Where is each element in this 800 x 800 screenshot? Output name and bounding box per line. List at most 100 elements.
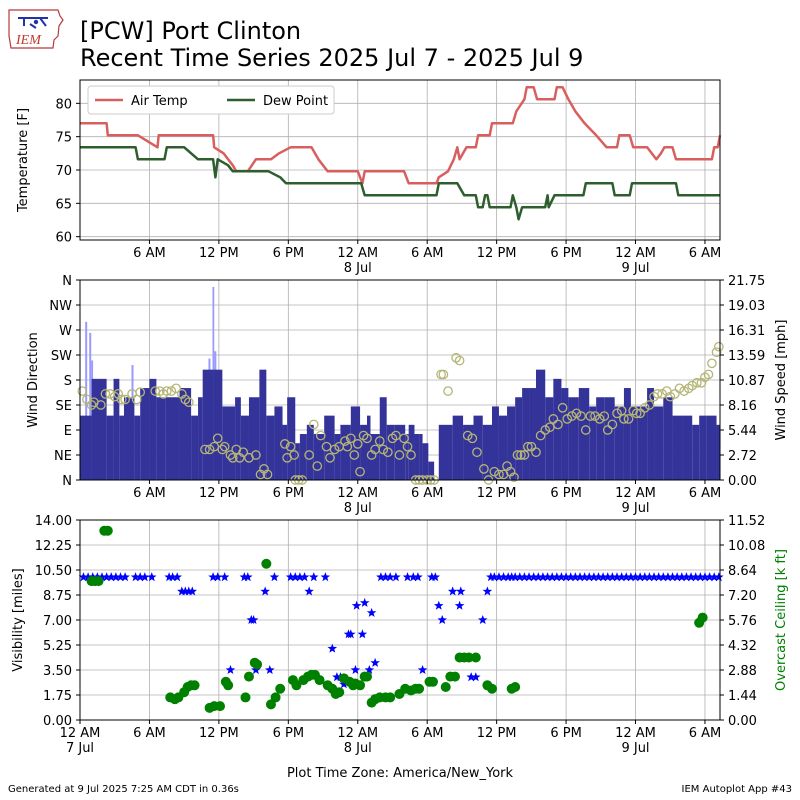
- temp-plot-frame: [79, 79, 721, 241]
- wind-speed-bar: [482, 424, 493, 480]
- ceiling-point: [463, 652, 474, 663]
- ceiling-tick-label: 8.64: [728, 564, 757, 579]
- ceiling-point: [240, 692, 251, 703]
- temp-xtick-label: 6 PM: [550, 246, 581, 261]
- wind-direction-point: [100, 389, 111, 399]
- visibility-point: [172, 572, 182, 582]
- legend-label: Air Temp: [131, 94, 188, 109]
- wind-direction-point: [523, 441, 533, 452]
- wind-speed-bar: [360, 424, 368, 480]
- visibility-point: [695, 572, 706, 582]
- ceiling-point: [427, 676, 438, 687]
- visibility-point: [413, 572, 423, 582]
- wind-direction-point: [116, 394, 127, 405]
- wind-speed-bar: [522, 388, 530, 480]
- series-line-dew-point: [80, 146, 720, 221]
- ceiling-point: [487, 683, 498, 694]
- wind-direction-point: [352, 439, 363, 449]
- wind-direction-tick-label: N: [62, 274, 72, 289]
- wind-direction-point: [394, 450, 405, 460]
- visibility-point: [663, 572, 673, 582]
- wind-direction-point: [304, 450, 315, 460]
- visibility-point: [350, 665, 361, 674]
- visibility-point: [120, 572, 130, 582]
- wind-direction-point: [345, 433, 356, 444]
- wind-speed-bar: [222, 406, 236, 480]
- visibility-point: [524, 572, 534, 582]
- visibility-point: [686, 572, 696, 582]
- temp-xtick-label: 6 AM: [411, 246, 444, 261]
- temp-ytick-label: 70: [55, 164, 72, 179]
- visibility-point: [494, 572, 504, 582]
- wind-direction-point: [227, 452, 238, 463]
- visibility-point: [533, 572, 544, 582]
- visibility-point: [607, 572, 618, 582]
- visibility-point: [690, 572, 701, 582]
- wind-speed-bar: [545, 397, 554, 480]
- visibility-tick-label: 14.00: [35, 514, 72, 529]
- wind-direction-point: [585, 411, 596, 421]
- wind-speed-bar: [119, 415, 124, 480]
- visibility-point: [584, 572, 594, 582]
- visibility-point: [538, 572, 548, 582]
- wind-speed-bar: [654, 406, 664, 480]
- wind-speed-tick-label: 19.03: [728, 299, 765, 314]
- wind-direction-point: [557, 402, 568, 413]
- visibility-point: [299, 572, 310, 582]
- wind-speed-bar: [202, 369, 214, 480]
- visibility-point: [579, 572, 590, 582]
- vis-xtick-label: 6 PM: [273, 726, 304, 741]
- wind-speed-bar: [179, 388, 192, 480]
- wind-xtick-label: 12 AM: [615, 486, 656, 501]
- wind-direction-tick-label: SE: [56, 399, 72, 414]
- wind-speed-bar: [299, 434, 307, 480]
- visibility-point: [489, 572, 500, 582]
- visibility-point: [177, 586, 187, 596]
- visibility-point: [681, 572, 692, 582]
- visibility-point: [653, 572, 664, 582]
- temp-xtick-label: 6 AM: [133, 246, 166, 261]
- wind-direction-point: [406, 450, 416, 460]
- visibility-point: [135, 572, 145, 582]
- wind-speed-bar: [414, 434, 420, 480]
- wind-speed-bar: [553, 378, 562, 480]
- app-label: IEM Autoplot App #43: [681, 784, 792, 795]
- chart-subtitle: Recent Time Series 2025 Jul 7 - 2025 Jul…: [80, 44, 584, 72]
- wind-speed-bar: [340, 424, 351, 480]
- wind-direction-point: [713, 341, 724, 352]
- visibility-point: [269, 572, 280, 582]
- generated-note: Generated at 9 Jul 2025 7:25 AM CDT in 0…: [8, 784, 239, 795]
- wind-xtick-date: 8 Jul: [344, 501, 372, 516]
- wind-direction-point: [644, 400, 655, 410]
- weather-station-icon: [18, 17, 48, 29]
- ceiling-point: [334, 687, 345, 698]
- wind-speed-bar: [422, 443, 429, 480]
- wind-direction-point: [443, 386, 453, 396]
- wind-speed-bar: [313, 434, 325, 480]
- wind-direction-point: [516, 450, 526, 460]
- wind-speed-bar: [156, 397, 166, 480]
- visibility-point: [106, 572, 116, 582]
- wind-speed-bar: [568, 397, 579, 480]
- visibility-point: [187, 586, 197, 596]
- wind-speed-bar: [623, 388, 631, 480]
- vis-xtick-label: 12 PM: [477, 726, 517, 741]
- ceiling-point: [243, 671, 254, 682]
- visibility-point: [434, 600, 444, 610]
- wind-direction-point: [225, 450, 236, 460]
- wind-direction-point: [289, 450, 299, 460]
- wind-speed-bar: [248, 397, 260, 480]
- wind-direction-point: [308, 419, 319, 430]
- visibility-point: [285, 572, 296, 582]
- wind-direction-point: [399, 433, 409, 444]
- wind-direction-point: [171, 383, 181, 394]
- wind-direction-point: [619, 414, 629, 424]
- temp-xtick-date: 8 Jul: [344, 261, 372, 276]
- temp-xtick-label: 12 PM: [199, 246, 239, 261]
- wind-speed-bar: [589, 406, 597, 480]
- wind-speed-bar: [274, 406, 283, 480]
- visibility-tick-label: 8.75: [43, 589, 72, 604]
- wind-speed-tick-label: 21.75: [728, 274, 765, 289]
- wind-direction-point: [467, 433, 478, 444]
- wind-direction-point: [340, 436, 350, 446]
